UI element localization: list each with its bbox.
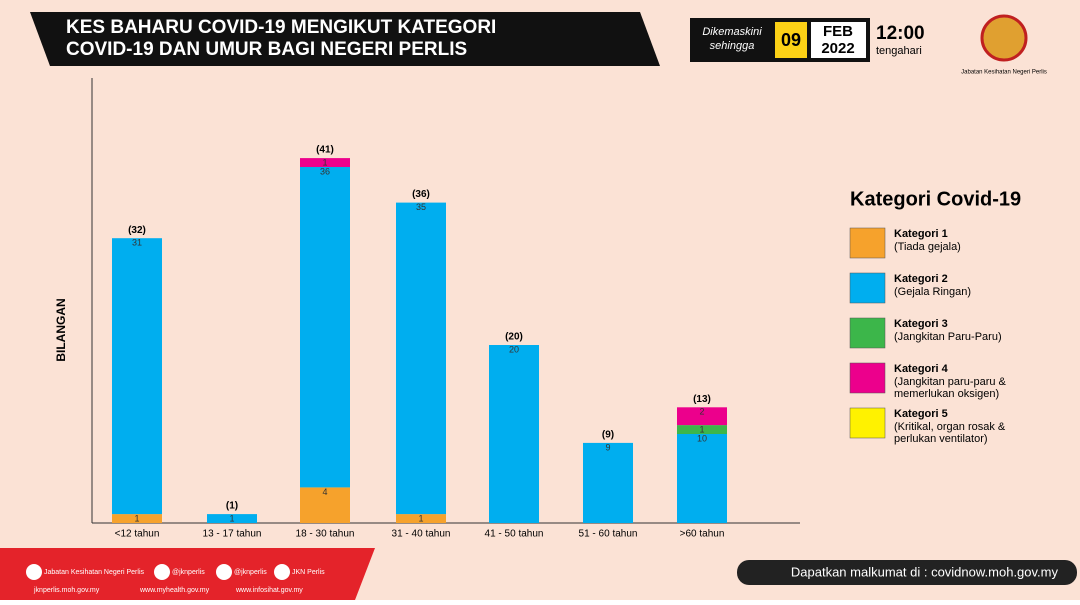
legend-title: Kategori Covid-19	[850, 188, 1021, 210]
updated-label: sehingga	[710, 40, 755, 52]
segment-label: 2	[699, 407, 704, 417]
segment-label: 35	[416, 202, 426, 212]
year: 2022	[821, 40, 854, 57]
info-box	[737, 560, 1077, 585]
time-note: tengahari	[876, 45, 922, 57]
legend-name: Kategori 4	[894, 363, 949, 375]
social-icon	[26, 564, 42, 580]
bar-segment	[677, 434, 727, 523]
day: 09	[781, 30, 801, 50]
footer-banner	[0, 548, 375, 600]
footer-link: www.infosihat.gov.my	[235, 587, 303, 594]
legend-swatch	[849, 362, 886, 394]
x-tick-label: <12 tahun	[115, 529, 160, 540]
bar-segment	[300, 167, 350, 488]
bar-segment	[112, 238, 162, 515]
legend-description: (Tiada gejala)	[894, 241, 961, 253]
segment-label: 1	[134, 513, 139, 523]
segment-label: 1	[229, 513, 234, 523]
bar-segment	[300, 487, 350, 523]
bar-segment	[396, 202, 446, 515]
total-label: (36)	[412, 189, 430, 200]
legend-name: Kategori 3	[894, 318, 948, 330]
legend-description: memerlukan oksigen)	[894, 388, 999, 400]
legend-description: (Jangkitan Paru-Paru)	[894, 331, 1002, 343]
bar-segment	[677, 425, 727, 434]
x-tick-label: 51 - 60 tahun	[579, 529, 638, 540]
legend-name: Kategori 5	[894, 408, 948, 420]
social-icon	[154, 564, 170, 580]
legend-swatch	[849, 407, 886, 439]
legend-swatch	[849, 227, 886, 259]
segment-label: 10	[697, 433, 707, 443]
total-label: (41)	[316, 145, 334, 156]
x-tick-label: >60 tahun	[680, 529, 725, 540]
segment-label: 20	[509, 344, 519, 354]
day-box	[775, 22, 807, 58]
legend-swatch	[849, 317, 886, 349]
social-handle: @jknperlis	[234, 569, 267, 576]
footer-link: www.myhealth.gov.my	[139, 587, 210, 594]
title-line: COVID-19 DAN UMUR BAGI NEGERI PERLIS	[66, 39, 467, 60]
bar-segment	[112, 514, 162, 523]
legend-description: perlukan ventilator)	[894, 433, 988, 445]
segment-label: 4	[322, 487, 327, 497]
logo	[980, 14, 1028, 62]
legend-name: Kategori 1	[894, 228, 948, 240]
total-label: (13)	[693, 394, 711, 405]
total-label: (20)	[505, 332, 523, 343]
segment-label: 31	[132, 238, 142, 248]
segment-label: 36	[320, 166, 330, 176]
legend-description: (Kritikal, organ rosak &	[894, 421, 1006, 433]
x-tick-label: 31 - 40 tahun	[392, 529, 451, 540]
bar-segment	[207, 514, 257, 523]
updated-label: Dikemaskini	[702, 26, 762, 38]
bar-segment	[583, 442, 633, 523]
total-label: (32)	[128, 225, 146, 236]
legend-description: (Gejala Ringan)	[894, 286, 971, 298]
segment-label: 9	[605, 442, 610, 452]
social-handle: JKN Perlis	[292, 569, 325, 576]
bar-segment	[489, 345, 539, 523]
bar-segment	[677, 407, 727, 426]
legend-name: Kategori 2	[894, 273, 948, 285]
segment-label: 1	[699, 424, 704, 434]
bar-segment	[396, 514, 446, 523]
x-tick-label: 13 - 17 tahun	[203, 529, 262, 540]
bar-segment	[300, 158, 350, 167]
time: 12:00	[876, 23, 925, 44]
legend-swatch	[849, 272, 886, 304]
segment-label: 1	[322, 157, 327, 167]
total-label: (1)	[226, 501, 238, 512]
segment-label: 1	[418, 513, 423, 523]
social-icon	[274, 564, 290, 580]
y-axis-label: BILANGAN	[54, 298, 68, 361]
social-handle: Jabatan Kesihatan Negeri Perlis	[44, 569, 145, 576]
total-label: (9)	[602, 430, 614, 441]
title-line: KES BAHARU COVID-19 MENGIKUT KATEGORI	[66, 17, 496, 38]
social-handle: @jknperlis	[172, 569, 205, 576]
legend-description: (Jangkitan paru-paru &	[894, 376, 1007, 388]
title-banner	[30, 12, 660, 66]
logo-text: Jabatan Kesihatan Negeri Perlis	[961, 70, 1047, 76]
info-text: Dapatkan malkumat di : covidnow.moh.gov.…	[791, 564, 1059, 579]
x-tick-label: 41 - 50 tahun	[485, 529, 544, 540]
social-icon	[216, 564, 232, 580]
month: FEB	[823, 23, 853, 40]
footer-link: jknperlis.moh.gov.my	[33, 587, 100, 594]
month-box	[811, 22, 866, 58]
x-tick-label: 18 - 30 tahun	[296, 529, 355, 540]
